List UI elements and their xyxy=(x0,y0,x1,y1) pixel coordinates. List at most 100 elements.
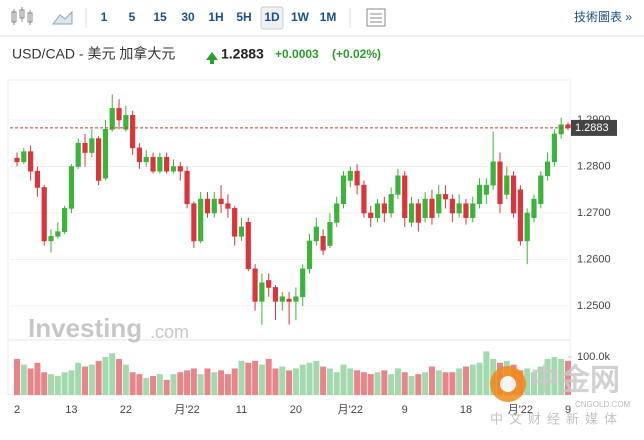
candle-body xyxy=(164,156,170,172)
candle-body xyxy=(402,175,408,218)
interval-button[interactable]: 5H xyxy=(236,10,251,24)
candle-body xyxy=(470,203,476,218)
volume-bar xyxy=(435,370,442,395)
volume-bar xyxy=(401,372,408,395)
candle-body xyxy=(130,115,136,149)
volume-bar xyxy=(136,374,143,395)
candle-body xyxy=(531,198,537,218)
interval-button[interactable]: 30 xyxy=(181,10,195,24)
interval-button[interactable]: 15 xyxy=(153,10,167,24)
volume-bar xyxy=(95,360,102,395)
candle-body xyxy=(510,175,517,214)
volume-bar xyxy=(537,366,544,395)
site-url: CNGOLD.COM xyxy=(575,400,630,409)
candle-body xyxy=(14,157,20,163)
interval-button[interactable]: 1D xyxy=(264,10,280,24)
interval-button[interactable]: 1 xyxy=(101,10,108,24)
x-tick-label: 9 xyxy=(565,404,571,416)
candle-body xyxy=(177,166,183,172)
candle-icon[interactable] xyxy=(11,7,33,25)
volume-bar xyxy=(544,358,551,395)
volume-bar xyxy=(252,360,259,395)
volume-bar xyxy=(265,358,272,395)
volume-bar xyxy=(415,374,422,395)
candle-body xyxy=(504,175,510,195)
volume-bar xyxy=(524,368,531,395)
candle-body xyxy=(62,208,68,232)
candle-body xyxy=(191,203,197,242)
candle-body xyxy=(259,282,265,302)
interval-button[interactable]: 1M xyxy=(320,10,337,24)
candle-body xyxy=(334,203,340,223)
volume-bar xyxy=(394,368,401,395)
volume-bar xyxy=(320,366,327,395)
candle-body xyxy=(157,156,163,172)
tech-chart-link[interactable]: 技術圖表 » xyxy=(574,10,632,24)
volume-bar xyxy=(170,374,177,395)
up-arrow xyxy=(206,52,218,64)
volume-bar xyxy=(374,372,381,395)
candle-body xyxy=(136,147,143,163)
volume-bar xyxy=(272,368,279,395)
volume-bar xyxy=(190,368,197,395)
volume-bar xyxy=(476,362,483,395)
interval-button[interactable]: 5 xyxy=(129,10,136,24)
volume-bar xyxy=(306,362,313,395)
candle-body xyxy=(82,142,88,153)
candle-body xyxy=(232,208,238,237)
x-tick-label: 22 xyxy=(120,404,132,416)
volume-bar xyxy=(558,358,565,395)
volume-bar xyxy=(313,360,320,395)
volume-bar xyxy=(224,374,231,395)
candle-body xyxy=(354,170,360,186)
volume-bar xyxy=(258,364,265,395)
candle-body xyxy=(170,166,177,172)
volume-bar xyxy=(54,376,61,395)
candle-body xyxy=(497,161,503,205)
y-tick-label: 1.2600 xyxy=(577,253,611,265)
price: 1.2883 xyxy=(221,46,264,62)
candle-body xyxy=(463,203,469,218)
price-label: 1.2883 xyxy=(575,122,609,134)
candle-body xyxy=(381,203,387,214)
volume-bar xyxy=(218,370,225,395)
volume-bar xyxy=(102,357,109,395)
volume-bar xyxy=(449,372,456,395)
candle-body xyxy=(544,161,551,177)
volume-bar xyxy=(156,374,163,395)
volume-bar xyxy=(61,372,68,395)
volume-bar xyxy=(88,364,95,395)
area-icon[interactable] xyxy=(51,10,73,25)
candle-body xyxy=(252,268,258,302)
interval-button[interactable]: 1W xyxy=(291,10,310,24)
volume-bar xyxy=(75,362,82,395)
volume-bar xyxy=(116,358,123,395)
volume-bar xyxy=(68,370,75,395)
volume-bar xyxy=(211,372,218,395)
toolbar xyxy=(0,0,644,36)
candle-body xyxy=(558,124,564,135)
grid-icon[interactable] xyxy=(366,8,386,27)
candle-body xyxy=(551,133,557,163)
interval-button[interactable]: 1H xyxy=(208,10,223,24)
volume-bar xyxy=(143,377,150,395)
volume-bar xyxy=(299,364,306,395)
volume-bar xyxy=(428,366,435,395)
volume-bar xyxy=(292,368,299,395)
candle-body xyxy=(34,170,41,188)
candle-body xyxy=(245,222,251,270)
volume-bar xyxy=(14,358,20,395)
x-tick-label: 11 xyxy=(236,404,247,416)
candle-body xyxy=(48,235,54,242)
volume-bar xyxy=(469,364,476,395)
volume-bar xyxy=(82,366,89,395)
volume-bar xyxy=(245,362,252,395)
candle-body xyxy=(123,115,129,130)
x-tick-label: 月'22 xyxy=(174,404,199,416)
x-tick-label: 月'22 xyxy=(508,404,533,416)
candle-body xyxy=(361,184,367,214)
volume-bar xyxy=(326,368,333,395)
site-logo-inner xyxy=(500,376,516,392)
candle-body xyxy=(238,226,245,237)
